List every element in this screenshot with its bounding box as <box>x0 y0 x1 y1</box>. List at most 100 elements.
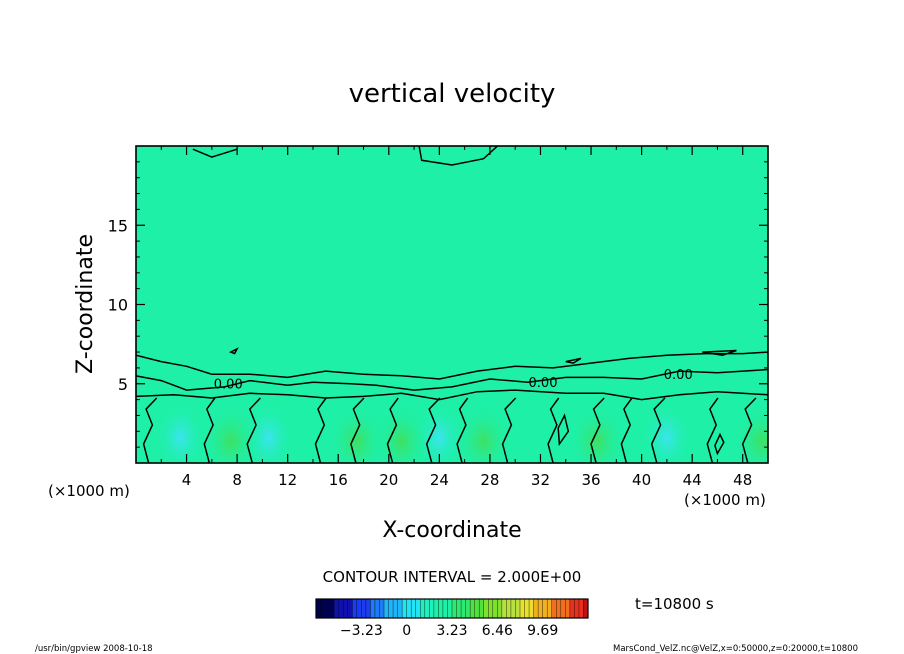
colorbar-swatch <box>565 599 571 618</box>
colorbar-swatch <box>510 599 516 618</box>
contour-line <box>702 349 737 356</box>
x-tick-label: 44 <box>683 471 702 489</box>
field-fill <box>136 146 768 463</box>
contour-label: 0.00 <box>664 368 693 383</box>
colorbar-swatch <box>343 599 348 618</box>
colorbar-swatch <box>506 599 512 618</box>
x-tick-label: 12 <box>278 471 297 489</box>
colorbar-swatch <box>569 599 575 618</box>
colorbar-swatch <box>388 599 394 618</box>
colorbar-tick-label: 0 <box>402 623 411 639</box>
x-tick-label: 8 <box>232 471 242 489</box>
colorbar-tick-label: 6.46 <box>482 623 513 639</box>
y-tick-label: 5 <box>118 375 128 394</box>
contour-line <box>590 397 605 463</box>
colorbar-swatch <box>411 599 416 618</box>
colorbar-swatch <box>520 599 525 618</box>
colorbar-swatch <box>488 599 493 618</box>
colorbar-swatch <box>524 599 530 618</box>
x-unit-right: (×1000 m) <box>684 491 766 509</box>
x-tick-label: 4 <box>182 471 192 489</box>
x-tick-label: 36 <box>581 471 600 489</box>
downdraft-cell <box>417 399 462 463</box>
colorbar-swatch <box>533 599 539 618</box>
colorbar-swatch <box>465 599 471 618</box>
colorbar-swatch <box>374 599 380 618</box>
contour-line <box>350 397 365 463</box>
contour-labels: 0.00 0.00 0.00 <box>214 368 693 393</box>
colorbar-swatch <box>320 599 326 618</box>
colorbar-swatch <box>338 599 344 618</box>
colorbar-swatch <box>547 599 552 618</box>
updraft-cell <box>571 400 624 463</box>
colorbar-swatch <box>361 599 367 618</box>
x-unit-left: (×1000 m) <box>48 482 130 500</box>
colorbar-swatch <box>483 599 489 618</box>
colorbar-swatch <box>429 599 435 618</box>
colorbar-swatch <box>442 599 448 618</box>
colorbar-tick-label: 9.69 <box>527 623 558 639</box>
colorbar-tick-label: −3.23 <box>340 623 383 639</box>
colorbar-swatch <box>329 599 335 618</box>
x-tick-label: 28 <box>480 471 499 489</box>
chart-title: vertical velocity <box>349 79 556 109</box>
contour-interval: CONTOUR INTERVAL = 2.000E+00 <box>323 568 582 586</box>
colorbar-swatch <box>583 599 589 618</box>
time-label: t=10800 s <box>635 595 714 613</box>
colorbar-swatch <box>438 599 444 618</box>
y-tick-label: 10 <box>108 296 128 315</box>
x-tick-label: 48 <box>733 471 752 489</box>
contour-line <box>706 397 719 463</box>
colorbar-swatch <box>578 599 584 618</box>
colorbar-swatch <box>352 599 357 618</box>
contour-line <box>557 413 570 447</box>
contour-line <box>246 397 261 463</box>
colorbar-swatch <box>433 599 439 618</box>
colorbar-swatch <box>370 599 376 618</box>
contour-line <box>228 347 239 355</box>
colorbar-swatch <box>334 599 339 618</box>
colorbar-swatch <box>542 599 548 618</box>
x-tick-label: 32 <box>531 471 550 489</box>
x-tick-label: 16 <box>329 471 348 489</box>
contour-line <box>314 397 327 463</box>
colorbar-swatch <box>347 599 353 618</box>
colorbar-swatch <box>474 599 480 618</box>
contour-line <box>650 397 666 463</box>
colorbar-swatch <box>415 599 421 618</box>
contour-line <box>741 397 757 463</box>
colorbar-swatch <box>479 599 484 618</box>
colorbar-swatch <box>515 599 521 618</box>
contour-line <box>136 389 768 401</box>
updraft-cell <box>735 400 768 463</box>
contour-lines <box>136 146 768 463</box>
footer-left: /usr/bin/gpview 2008-10-18 <box>35 644 153 654</box>
contour-line <box>456 397 469 463</box>
contour-line <box>501 397 517 463</box>
colorbar-swatch <box>551 599 557 618</box>
colorbar-tick-label: 3.23 <box>436 623 467 639</box>
x-axis: 4 8 12 16 20 24 28 32 36 40 44 48 <box>160 146 752 489</box>
colorbar-swatch <box>560 599 566 618</box>
contour-line <box>136 368 768 391</box>
colorbar-swatch <box>492 599 498 618</box>
contour-line <box>547 397 560 463</box>
contour-line <box>565 357 582 364</box>
colorbar-swatch <box>397 599 403 618</box>
contour-label: 0.00 <box>529 376 558 391</box>
colorbar-swatch <box>574 599 580 618</box>
colorbar-swatch <box>424 599 430 618</box>
colorbar-swatch <box>379 599 385 618</box>
downdraft-cell <box>644 399 689 463</box>
contour-line <box>425 397 441 463</box>
contour-line <box>142 397 158 463</box>
contour-line <box>620 397 633 463</box>
colorbar-swatch <box>325 599 330 618</box>
updraft-cell <box>457 400 510 463</box>
colorbar-swatch <box>461 599 466 618</box>
colorbar-ticks: −3.23 0 3.23 6.46 9.69 <box>340 623 558 639</box>
colorbar-swatch <box>393 599 398 618</box>
y-tick-label: 15 <box>108 216 128 235</box>
colorbar-swatch <box>529 599 534 618</box>
colorbar-swatch <box>447 599 453 618</box>
